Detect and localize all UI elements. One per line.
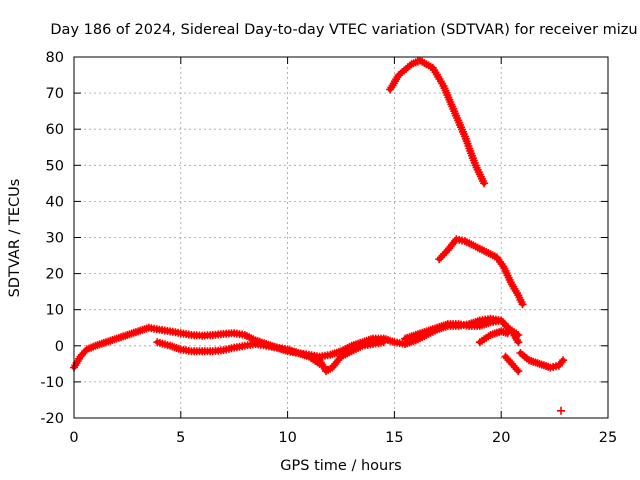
x-axis-label: GPS time / hours	[280, 458, 401, 474]
x-tick-label: 10	[278, 430, 296, 446]
y-tick-label: -20	[40, 411, 64, 427]
y-tick-label: 0	[55, 339, 64, 355]
data-point-marker	[557, 406, 565, 415]
y-tick-label: 80	[46, 50, 64, 66]
y-tick-label: 50	[46, 158, 64, 174]
y-tick-label: 70	[46, 86, 64, 102]
data-point-marker	[559, 356, 568, 365]
data-points	[70, 56, 568, 415]
x-tick-label: 25	[599, 430, 617, 446]
x-tick-label: 20	[492, 430, 510, 446]
data-point-marker	[514, 367, 523, 376]
series-track-j	[557, 406, 565, 415]
data-point-marker	[514, 331, 523, 339]
x-tick-label: 0	[69, 430, 78, 446]
series-track-d	[401, 316, 523, 343]
y-axis-label: SDTVAR / TECUs	[7, 179, 23, 298]
y-tick-label: 60	[46, 122, 64, 138]
series-track-b	[153, 338, 324, 368]
y-tick-label: 10	[46, 303, 64, 319]
y-tick-label: 30	[46, 231, 64, 247]
series-track-f	[501, 352, 523, 376]
data-point-marker	[503, 329, 512, 338]
x-axis: 0 5 10 15 20 25	[69, 57, 617, 446]
data-point-marker	[450, 237, 459, 246]
data-point-marker	[518, 300, 527, 309]
data-point-marker	[512, 365, 521, 374]
series-track-h	[386, 56, 489, 188]
y-axis: -20 -10 0 10 20 30 40 50 60 70 80	[40, 50, 608, 427]
plot-border	[73, 56, 609, 419]
data-point-marker	[379, 338, 388, 347]
series-track-i	[435, 235, 527, 309]
chart-title: Day 186 of 2024, Sidereal Day-to-day VTE…	[50, 22, 637, 38]
y-tick-label: -10	[40, 375, 64, 391]
data-point-marker	[557, 358, 566, 366]
y-tick-label: 20	[46, 267, 64, 283]
x-tick-label: 15	[385, 430, 403, 446]
series-track-c	[315, 338, 388, 376]
series-track-g	[516, 349, 568, 372]
data-point-marker	[514, 338, 523, 347]
x-tick-label: 5	[176, 430, 185, 446]
grid-lines	[74, 57, 608, 418]
data-point-marker	[480, 179, 489, 188]
series-track-e	[475, 327, 512, 347]
y-tick-label: 40	[46, 194, 64, 210]
